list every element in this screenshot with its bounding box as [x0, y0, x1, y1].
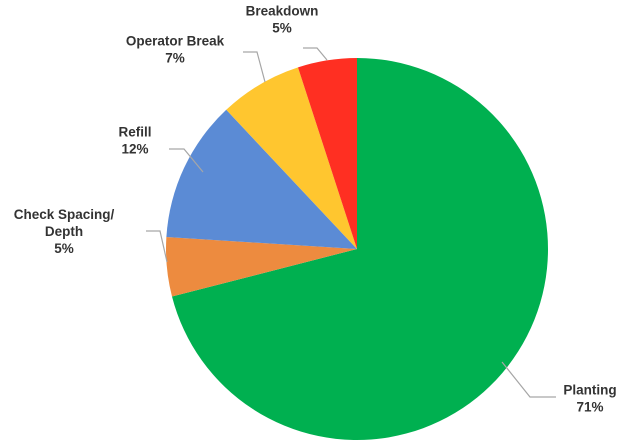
slice-category: Depth: [45, 224, 83, 239]
slice-percent: 71%: [576, 400, 603, 415]
leader-line-planting: [501, 361, 556, 398]
pie-slice-check-spacing-depth: [166, 237, 357, 297]
slice-category: Check Spacing/: [14, 207, 115, 222]
slice-percent: 12%: [121, 142, 148, 157]
pie-slice-breakdown: [297, 58, 357, 249]
pie-slice-operator-break: [226, 67, 357, 249]
slice-percent: 5%: [272, 21, 292, 36]
pie-slice-planting: [172, 58, 548, 440]
data-label-planting: Planting 71%: [563, 383, 616, 415]
leader-line-refill: [169, 148, 204, 173]
leader-line-check-spacing-depth: [146, 230, 168, 263]
leader-line-operator-break: [243, 51, 266, 83]
data-labels: Planting 71% Check Spacing/Depth 5% Refill 12…: [14, 4, 617, 415]
slice-category: Planting: [563, 383, 616, 398]
pie-slices: [166, 58, 548, 440]
slice-percent: 5%: [54, 241, 74, 256]
data-label-refill: Refill 12%: [118, 125, 151, 157]
slice-percent: 7%: [165, 51, 185, 66]
slice-category: Operator Break: [126, 34, 225, 49]
leader-line-breakdown: [303, 47, 328, 61]
leader-lines: [146, 47, 556, 398]
data-label-breakdown: Breakdown 5%: [246, 4, 319, 36]
data-label-check-spacing-depth: Check Spacing/Depth 5%: [14, 207, 115, 256]
slice-category: Breakdown: [246, 4, 319, 19]
slice-category: Refill: [118, 125, 151, 140]
data-label-operator-break: Operator Break 7%: [126, 34, 225, 66]
pie-slice-refill: [166, 109, 357, 250]
